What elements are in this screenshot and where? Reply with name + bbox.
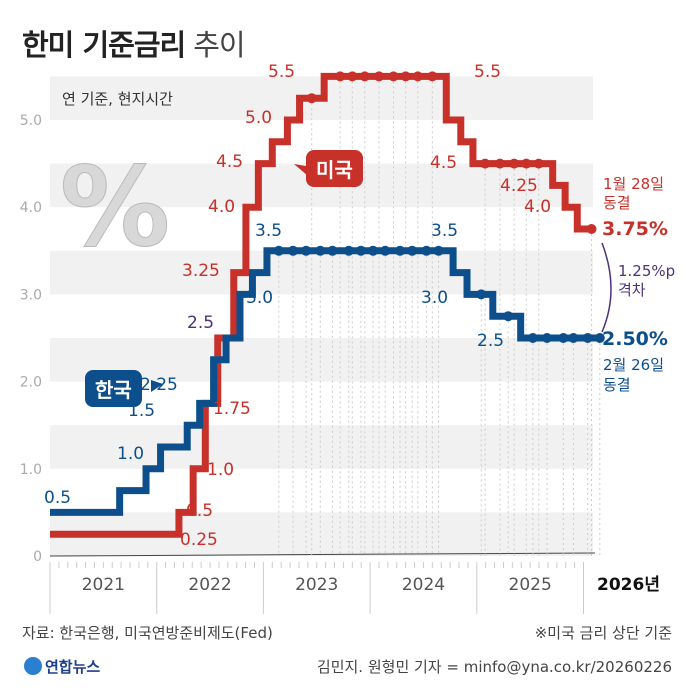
kr-value-label: 3.5 [431,221,458,241]
us-hold-dot [509,158,520,169]
us-hold-dot [521,158,532,169]
us-value-label: 5.5 [268,62,295,82]
gap-value: 1.25%p [618,262,675,280]
grid-band [50,425,593,469]
kr-hold-dot [407,245,418,256]
us-hold-dot [335,71,346,82]
y-tick-label: 0 [33,549,42,565]
credit: 김민지. 원형민 기자 = minfo@yna.co.kr/20260226 [316,658,672,676]
percent-icon: % [60,143,170,271]
basis-note: ※미국 금리 상단 기준 [534,624,672,642]
unit-note: 연 기준, 현지시간 [62,90,173,108]
us-value-label: 5.5 [474,62,501,82]
page-title: 한미 기준금리 추이 [22,28,246,62]
kr-status: 동결 [603,376,631,394]
us-final-rate: 3.75% [602,218,668,240]
kr-hold-dot [380,245,391,256]
kr-hold-dot [433,245,444,256]
x-tick-label: 2025 [509,575,552,595]
kr-final-rate: 2.50% [602,328,668,350]
kr-hold-dot [568,333,579,343]
gap-label: 격차 [618,281,646,299]
kr-value-label: 2.5 [477,331,504,351]
us-value-label: 1.0 [207,460,234,480]
us-hold-dot [400,71,411,82]
kr-value-label: 0.5 [44,488,71,508]
kr-hold-dot [273,245,284,256]
us-hold-dot [586,224,597,234]
grid-band [50,250,593,295]
x-tick-label: 2026년 [597,575,660,595]
us-hold-dot [359,71,370,82]
us-value-label: 1.75 [213,399,251,419]
kr-hold-dot [542,333,553,343]
kr-hold-dot [421,245,432,256]
kr-hold-dot [343,245,354,256]
kr-value-label: 2.5 [187,313,214,333]
kr-value-label: 3.5 [255,221,282,241]
us-status: 동결 [603,194,631,212]
us-hold-dot [494,158,505,169]
kr-hold-dot [315,245,326,256]
kr-hold-dot [527,333,538,343]
y-tick-label: 1.0 [20,462,42,478]
y-tick-label: 4.0 [20,200,42,216]
kr-hold-dot [368,245,379,256]
kr-value-label: 3.0 [246,288,273,308]
us-value-label: 3.25 [182,261,220,281]
kr-rate-line [50,247,600,516]
x-tick-label: 2021 [82,575,125,595]
kr-hold-dot [594,333,605,343]
us-date: 1월 28일 [603,175,664,193]
x-tick-label: 2023 [295,575,338,595]
kr-hold-dot [327,245,338,256]
x-axis [49,552,596,557]
us-hold-dot [533,158,544,169]
us-value-label: 5.0 [245,108,272,128]
kr-hold-dot [503,311,514,322]
kr-value-label: 3.0 [421,288,448,308]
y-tick-label: 3.0 [20,287,42,303]
us-hold-dot [306,93,317,104]
us-hold-dot [347,71,358,82]
kr-hold-dot [301,245,312,256]
kr-value-label: 1.0 [117,444,144,464]
y-tick-label: 2.0 [20,375,42,391]
us-value-label: 4.0 [208,197,235,217]
kr-hold-dot [288,245,299,256]
kr-badge-pointer [151,380,163,392]
kr-date: 2월 26일 [603,356,664,374]
kr-hold-dot [558,333,569,343]
us-value-label: 4.5 [430,153,457,173]
us-hold-dot [373,71,384,82]
us-value-label: 4.0 [524,197,551,217]
gap-bracket [601,242,612,333]
us-hold-dot [412,71,423,82]
source: 자료: 한국은행, 미국연방준비제도(Fed) [22,624,273,642]
us-value-label: 0.5 [186,501,213,521]
us-value-label: 4.25 [500,176,538,196]
kr-hold-dot [582,333,593,343]
us-hold-dot [388,71,399,82]
x-tick-label: 2024 [402,575,445,595]
us-badge-pointer [294,164,308,176]
us-badge: 미국 [306,150,363,187]
kr-badge: 한국 [85,370,142,407]
logo-icon [24,657,42,675]
yonhap-logo: 연합뉴스 [24,656,100,677]
us-value-label: 4.5 [216,152,243,172]
us-rate-line [50,72,592,538]
kr-hold-dot [476,289,487,300]
kr-hold-dot [355,245,366,256]
x-tick-label: 2022 [188,575,231,595]
us-hold-dot [480,158,491,169]
us-value-label: 0.25 [180,530,218,550]
us-hold-dot [427,71,438,82]
kr-hold-dot [395,245,406,256]
y-tick-label: 5.0 [20,113,42,129]
